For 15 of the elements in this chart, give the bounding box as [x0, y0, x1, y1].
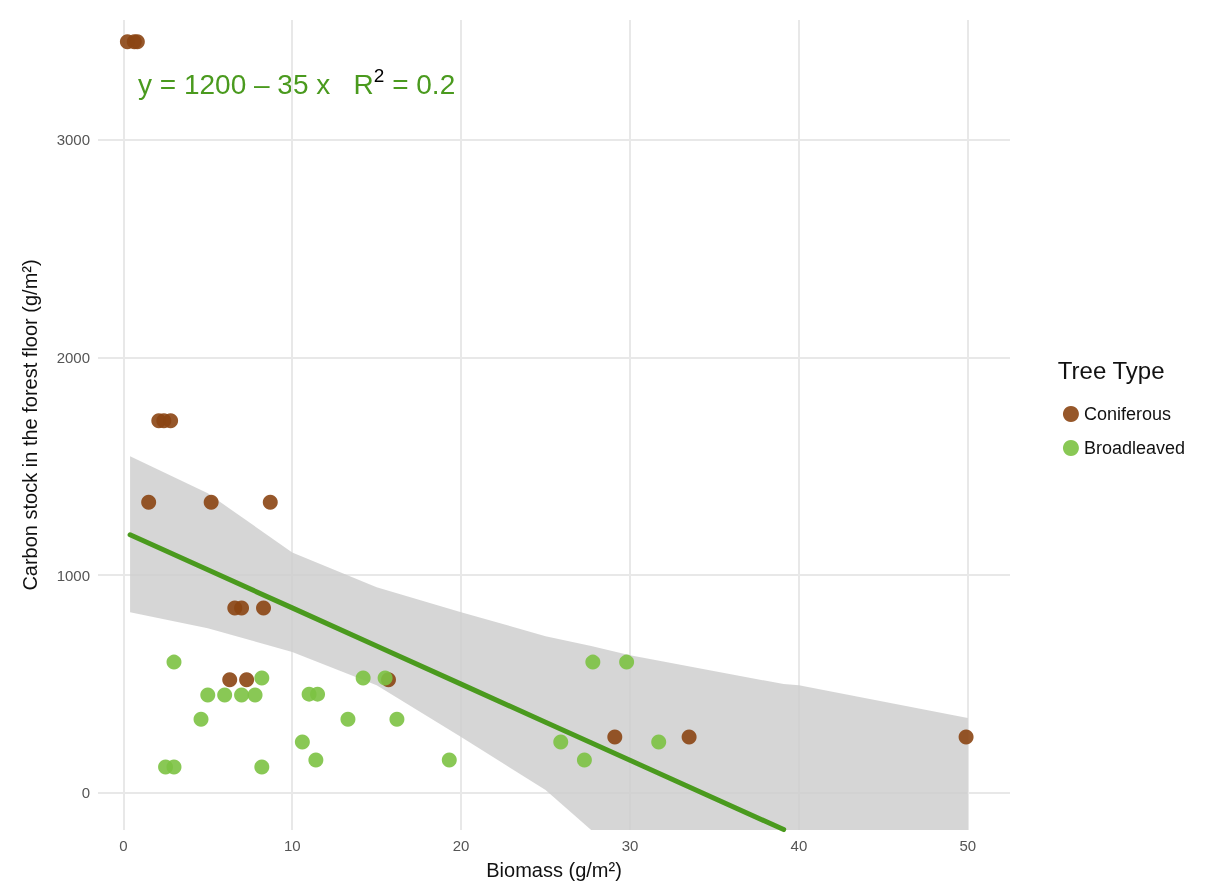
x-tick-label: 40: [790, 837, 808, 854]
y-tick-label: 1000: [56, 566, 90, 584]
x-tick-label: 50: [959, 837, 977, 854]
y-tick-label: 0: [81, 784, 90, 802]
x-axis-title: Biomass (g/m²): [486, 859, 622, 881]
y-axis-title: Carbon stock in the forest floor (g/m²): [19, 259, 41, 591]
legend-label: Coniferous: [1083, 404, 1171, 424]
legend-label: Broadleaved: [1083, 438, 1185, 458]
x-tick-label: 10: [283, 837, 301, 854]
x-tick-label: 30: [621, 837, 639, 854]
x-tick-label: 0: [119, 837, 128, 854]
y-tick-label: 3000: [56, 131, 90, 149]
legend-title: Tree Type: [1057, 356, 1165, 384]
x-tick-label: 20: [452, 837, 470, 854]
y-tick-label: 2000: [56, 349, 90, 366]
